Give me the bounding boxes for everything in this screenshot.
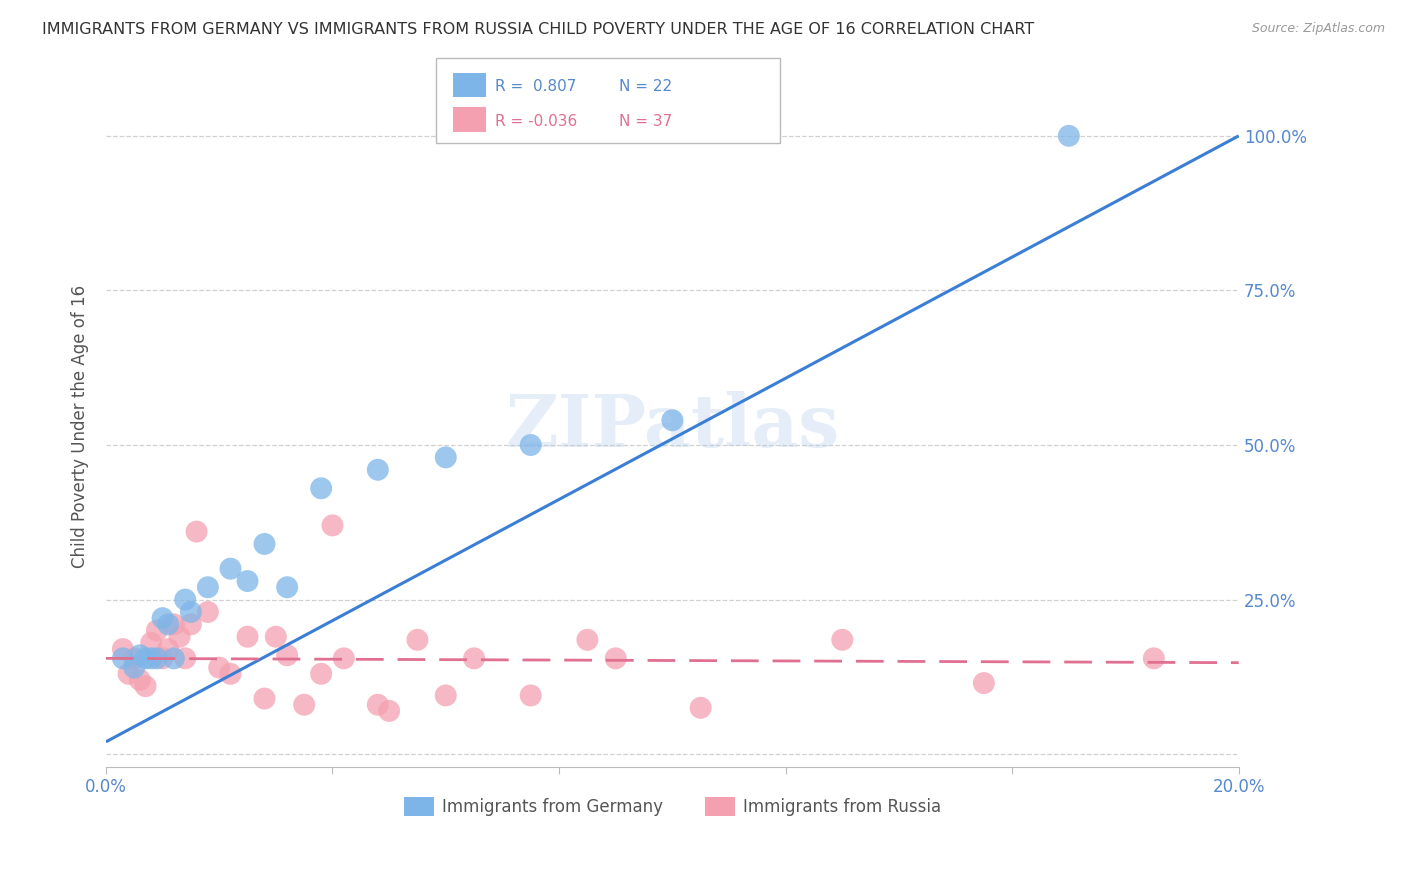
Point bbox=[141, 636, 163, 650]
Point bbox=[253, 691, 276, 706]
Point bbox=[111, 642, 134, 657]
Point bbox=[576, 632, 599, 647]
Point bbox=[264, 630, 287, 644]
Point bbox=[174, 592, 197, 607]
Point bbox=[463, 651, 485, 665]
Point bbox=[689, 701, 711, 715]
Point bbox=[434, 450, 457, 465]
Point bbox=[128, 673, 150, 687]
Point bbox=[146, 624, 169, 638]
Point bbox=[163, 651, 186, 665]
Point bbox=[236, 574, 259, 588]
Point bbox=[157, 642, 180, 657]
Point bbox=[152, 651, 174, 665]
Point bbox=[434, 689, 457, 703]
Text: R =  0.807: R = 0.807 bbox=[495, 79, 576, 95]
Point bbox=[236, 630, 259, 644]
Point bbox=[973, 676, 995, 690]
Point bbox=[163, 617, 186, 632]
Point bbox=[292, 698, 315, 712]
Point bbox=[208, 660, 231, 674]
Point bbox=[174, 651, 197, 665]
Point bbox=[406, 632, 429, 647]
Point bbox=[122, 651, 145, 665]
Point bbox=[831, 632, 853, 647]
Text: R = -0.036: R = -0.036 bbox=[495, 114, 576, 129]
Point bbox=[197, 605, 219, 619]
Point bbox=[309, 481, 332, 495]
Point bbox=[135, 679, 157, 693]
Point bbox=[309, 666, 332, 681]
Text: N = 22: N = 22 bbox=[619, 79, 672, 95]
Text: N = 37: N = 37 bbox=[619, 114, 672, 129]
Point bbox=[122, 660, 145, 674]
Point bbox=[157, 617, 180, 632]
Point bbox=[135, 651, 157, 665]
Point bbox=[128, 648, 150, 663]
Point bbox=[661, 413, 683, 427]
Point bbox=[1143, 651, 1166, 665]
Point bbox=[141, 651, 163, 665]
Point bbox=[253, 537, 276, 551]
Point bbox=[276, 580, 298, 594]
Point bbox=[111, 651, 134, 665]
Point bbox=[519, 438, 541, 452]
Point bbox=[605, 651, 627, 665]
Point bbox=[333, 651, 356, 665]
Point bbox=[378, 704, 401, 718]
Point bbox=[1057, 128, 1080, 143]
Point bbox=[276, 648, 298, 663]
Legend: Immigrants from Germany, Immigrants from Russia: Immigrants from Germany, Immigrants from… bbox=[396, 790, 948, 822]
Point bbox=[197, 580, 219, 594]
Point bbox=[321, 518, 343, 533]
Text: Source: ZipAtlas.com: Source: ZipAtlas.com bbox=[1251, 22, 1385, 36]
Point bbox=[219, 666, 242, 681]
Point bbox=[180, 605, 202, 619]
Point bbox=[117, 666, 139, 681]
Point bbox=[169, 630, 191, 644]
Point bbox=[152, 611, 174, 625]
Text: ZIPatlas: ZIPatlas bbox=[505, 391, 839, 462]
Point bbox=[219, 562, 242, 576]
Y-axis label: Child Poverty Under the Age of 16: Child Poverty Under the Age of 16 bbox=[72, 285, 89, 568]
Point bbox=[367, 698, 389, 712]
Text: IMMIGRANTS FROM GERMANY VS IMMIGRANTS FROM RUSSIA CHILD POVERTY UNDER THE AGE OF: IMMIGRANTS FROM GERMANY VS IMMIGRANTS FR… bbox=[42, 22, 1035, 37]
Point bbox=[367, 463, 389, 477]
Point bbox=[146, 651, 169, 665]
Point bbox=[186, 524, 208, 539]
Point bbox=[519, 689, 541, 703]
Point bbox=[180, 617, 202, 632]
